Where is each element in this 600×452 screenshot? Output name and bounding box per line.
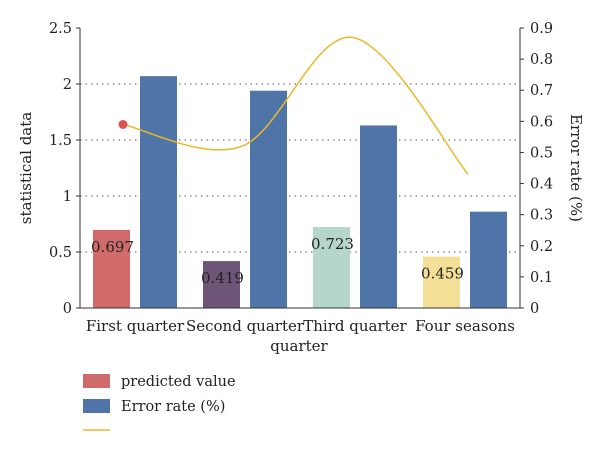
y-left-tick-label-3: 1.5: [49, 133, 72, 149]
data-label-0: 0.697: [91, 238, 134, 256]
y-left-tick-label-0: 0: [63, 301, 72, 317]
bar-predicted-0: [93, 229, 130, 308]
y-axis-title-left: statistical data: [17, 112, 35, 224]
x-tick-label-0: First quarter: [86, 317, 185, 335]
y-right-tick-label-5: 0.5: [530, 145, 553, 161]
bar-error-rate-1: [250, 90, 287, 308]
legend: predicted value Error rate (%): [83, 374, 236, 431]
gridlines: [80, 83, 520, 253]
y-right-tick-label-4: 0.4: [530, 177, 553, 193]
tick-labels: First quarter Second quarter Third quarter…: [49, 21, 553, 335]
legend-label-predicted: predicted value: [121, 374, 236, 390]
x-tick-label-1: Second quarter: [186, 317, 305, 335]
y-right-tick-label-9: 0.9: [530, 21, 553, 37]
y-axis-title-right: Error rate (%): [567, 114, 585, 222]
y-left-tick-label-4: 2: [63, 77, 72, 93]
data-label-3: 0.459: [421, 265, 464, 283]
y-right-tick-label-1: 0.1: [530, 270, 553, 286]
error-line-layer: [118, 36, 469, 175]
data-label-2: 0.723: [311, 235, 354, 253]
legend-swatch-error-rate: [83, 399, 110, 413]
y-left-tick-label-5: 2.5: [49, 21, 72, 37]
line-start-marker: [118, 119, 128, 129]
y-left-tick-label-1: 0.5: [49, 245, 72, 261]
y-right-tick-label-3: 0.3: [530, 208, 553, 224]
y-left-tick-label-2: 1: [63, 189, 72, 205]
y-right-tick-label-7: 0.7: [530, 83, 553, 99]
bar-error-rate-0: [140, 76, 177, 308]
axes: [76, 27, 524, 309]
bar-error-rate-3: [470, 211, 507, 308]
data-label-1: 0.419: [201, 269, 244, 287]
error-rate-line: [122, 36, 469, 175]
bar-predicted-1: [203, 261, 240, 308]
bars: [93, 76, 507, 308]
legend-swatch-predicted: [83, 374, 110, 388]
x-tick-label-3: Four seasons: [415, 317, 515, 335]
y-right-tick-label-8: 0.8: [530, 52, 553, 68]
x-axis-title: quarter: [270, 337, 328, 355]
data-labels: 0.697 0.419 0.723 0.459: [91, 235, 464, 287]
legend-label-error-rate: Error rate (%): [121, 399, 225, 415]
bar-predicted-3: [423, 256, 460, 308]
y-right-tick-label-0: 0: [530, 301, 539, 317]
bar-error-rate-2: [360, 125, 397, 308]
bar-predicted-2: [313, 227, 350, 308]
y-right-tick-label-6: 0.6: [530, 114, 553, 130]
y-right-tick-label-2: 0.2: [530, 239, 553, 255]
x-tick-label-2: Third quarter: [303, 317, 407, 335]
